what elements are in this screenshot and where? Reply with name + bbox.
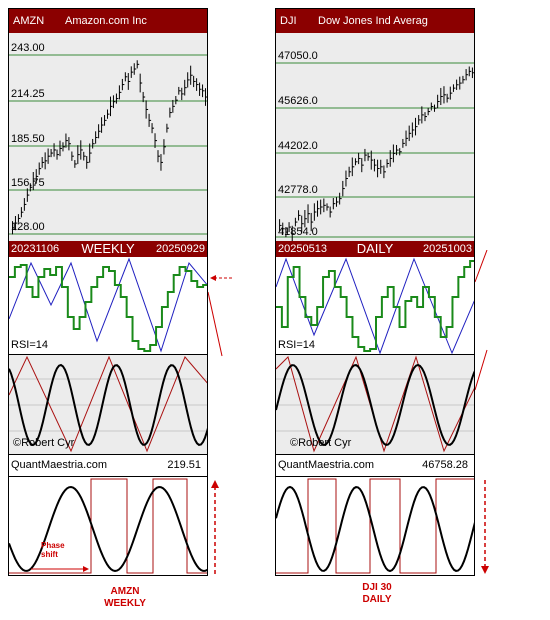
rsi-label: RSI=14	[11, 339, 48, 351]
square-wave	[9, 478, 207, 574]
zigzag-line	[9, 257, 207, 353]
rsi-label: RSI=14	[278, 339, 315, 351]
y-tick-label: 185.50	[11, 133, 45, 145]
frequency-label: DAILY	[356, 241, 394, 256]
price-chart-svg	[9, 54, 207, 235]
end-date: 20251003	[423, 243, 472, 255]
dji-caption: DJI 30 DAILY	[362, 582, 392, 605]
symbol-label: AMZN	[13, 15, 45, 27]
title-bar: DJI Dow Jones Ind Averag	[276, 9, 474, 33]
copyright-label: ©Robert Cyr	[290, 437, 352, 449]
oscillator-zigzag	[9, 355, 207, 453]
rsi-line	[9, 264, 207, 352]
last-price: 46758.28	[422, 459, 468, 471]
rsi-section: RSI=14	[276, 257, 474, 355]
amzn-arrows	[208, 275, 232, 357]
symbol-label: DJI	[280, 15, 297, 27]
oscillator-sine	[9, 363, 207, 447]
cycle-wave-section	[276, 477, 474, 575]
site-label: QuantMaestria.com	[11, 459, 107, 471]
y-tick-label: 214.25	[11, 88, 45, 100]
square-wave	[276, 478, 474, 574]
cycle-wave-svg	[276, 478, 474, 574]
oscillator-sine	[276, 363, 474, 447]
site-label: QuantMaestria.com	[278, 459, 374, 471]
y-tick-label: 243.00	[11, 42, 45, 54]
dji-arrows	[475, 250, 488, 391]
dji-down-arrow	[481, 480, 489, 574]
y-tick-label: 41854.0	[278, 226, 318, 238]
start-date: 20231106	[11, 243, 60, 255]
amzn-chart-panel: AMZN Amazon.com Inc 243.00 214.25 185.50…	[8, 8, 208, 576]
y-tick-label: 42778.0	[278, 184, 318, 196]
y-tick-label: 47050.0	[278, 50, 318, 62]
oscillator-svg	[276, 355, 474, 453]
title-bar: AMZN Amazon.com Inc	[9, 9, 207, 33]
rsi-svg	[9, 257, 207, 353]
amzn-up-arrow	[211, 480, 219, 574]
price-chart: 243.00 214.25 185.50 156.75 128.00	[9, 33, 207, 241]
start-date: 20250513	[278, 243, 327, 255]
status-bar: QuantMaestria.com 46758.28	[276, 455, 474, 477]
date-bar: 20231106 WEEKLY 20250929	[9, 241, 207, 257]
cycle-wave-svg	[9, 478, 207, 574]
copyright-label: ©Robert Cyr	[13, 437, 75, 449]
phase-shift-label: Phase shift	[41, 541, 65, 559]
cycle-sine	[276, 485, 474, 573]
y-tick-label: 156.75	[11, 177, 45, 189]
amzn-caption: AMZN WEEKLY	[104, 586, 146, 609]
last-price: 219.51	[167, 459, 201, 471]
cycle-wave-section: Phase shift	[9, 477, 207, 575]
date-bar: 20250513 DAILY 20251003	[276, 241, 474, 257]
index-name: Dow Jones Ind Averag	[318, 15, 428, 27]
price-chart-svg	[276, 62, 474, 241]
dji-chart-panel: DJI Dow Jones Ind Averag 47050.0 45626.0…	[275, 8, 475, 576]
phase-shift-arrowhead	[83, 566, 89, 572]
cycle-sine	[9, 485, 207, 573]
end-date: 20250929	[156, 243, 205, 255]
frequency-label: WEEKLY	[81, 241, 135, 256]
price-chart: 47050.0 45626.0 44202.0 42778.0 41854.0	[276, 33, 474, 241]
y-tick-label: 128.00	[11, 221, 45, 233]
oscillator-section: ©Robert Cyr	[276, 355, 474, 455]
company-name: Amazon.com Inc	[65, 15, 147, 27]
oscillator-section: ©Robert Cyr	[9, 355, 207, 455]
rsi-section: RSI=14	[9, 257, 207, 355]
rsi-line	[276, 260, 474, 352]
oscillator-svg	[9, 355, 207, 453]
y-tick-label: 45626.0	[278, 95, 318, 107]
rsi-svg	[276, 257, 474, 355]
status-bar: QuantMaestria.com 219.51	[9, 455, 207, 477]
y-tick-label: 44202.0	[278, 140, 318, 152]
